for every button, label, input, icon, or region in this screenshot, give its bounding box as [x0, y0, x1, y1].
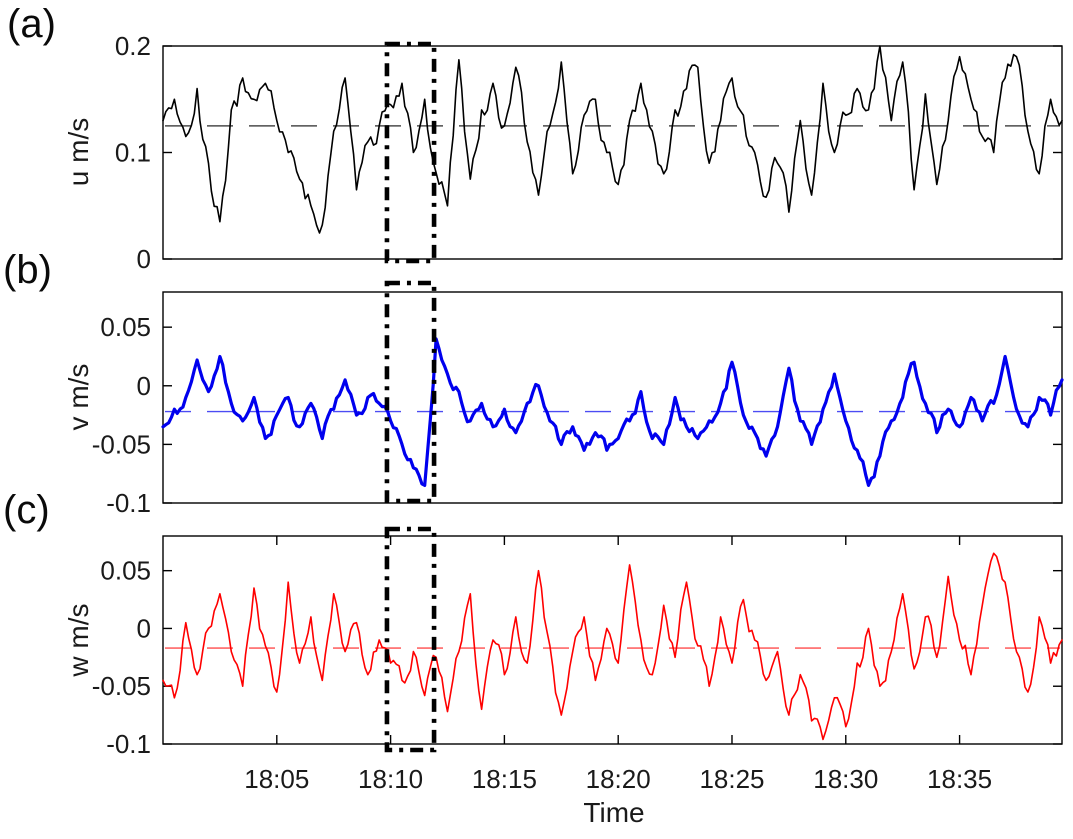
x-tick-label: 18:05 — [244, 764, 309, 794]
y-tick-label-u: 0.2 — [115, 31, 151, 61]
x-tick-label: 18:30 — [813, 764, 878, 794]
series-line-w — [162, 552, 1063, 741]
axes-box-u — [162, 45, 1063, 260]
y-tick-label-w: -0.05 — [92, 671, 151, 701]
x-axis-label: Time — [583, 797, 645, 828]
highlight-box-w — [384, 526, 437, 753]
y-axis-label-u: u m/s — [63, 117, 94, 187]
y-tick-label-u: 0.1 — [115, 138, 151, 168]
y-tick-label-w: 0.05 — [100, 556, 151, 586]
axes-box-v — [162, 291, 1063, 504]
highlight-box-v — [384, 280, 437, 504]
panel-label-a: (a) — [7, 2, 56, 46]
y-tick-label-v: 0 — [137, 371, 151, 401]
panel-label-b: (b) — [3, 248, 52, 292]
panel-label-c: (c) — [3, 488, 50, 532]
x-tick-label: 18:15 — [472, 764, 537, 794]
y-tick-label-u: 0 — [137, 244, 151, 274]
y-axis-label-w: w m/s — [63, 603, 94, 677]
y-axis-label-v: v m/s — [63, 363, 94, 431]
series-line-v — [161, 337, 1064, 487]
x-tick-label: 18:10 — [358, 764, 423, 794]
series-line-u — [162, 45, 1063, 234]
y-tick-label-v: -0.05 — [92, 429, 151, 459]
y-tick-label-w: 0 — [137, 613, 151, 643]
x-tick-label: 18:35 — [927, 764, 992, 794]
y-tick-label-v: -0.1 — [106, 488, 151, 518]
x-tick-label: 18:25 — [699, 764, 764, 794]
y-tick-label-v: 0.05 — [100, 312, 151, 342]
x-tick-label: 18:20 — [586, 764, 651, 794]
highlight-box-u — [384, 41, 437, 264]
y-tick-label-w: -0.1 — [106, 729, 151, 759]
axes-box-w — [162, 535, 1063, 745]
